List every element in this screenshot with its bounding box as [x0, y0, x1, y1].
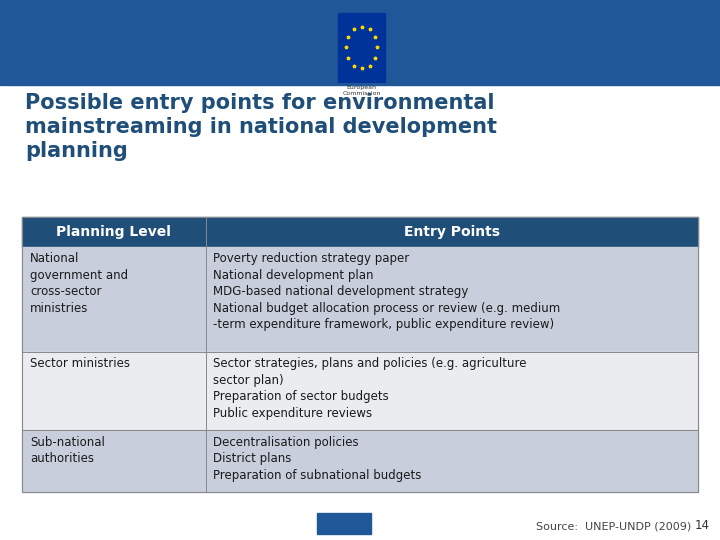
Text: 14: 14	[694, 519, 709, 532]
Bar	[22, 247, 206, 352]
Bar	[0, 0, 720, 85]
Text: National
government and
cross-sector
ministries: National government and cross-sector min…	[30, 252, 128, 315]
Text: Planning Level: Planning Level	[56, 225, 171, 239]
Bar	[22, 430, 206, 492]
Bar	[22, 217, 698, 492]
Bar	[317, 513, 371, 534]
Text: Possible entry points for environmental
mainstreaming in national development
pl: Possible entry points for environmental …	[25, 93, 498, 161]
Bar	[206, 217, 698, 247]
Text: Source:  UNEP-UNDP (2009): Source: UNEP-UNDP (2009)	[536, 522, 691, 532]
Bar	[206, 430, 698, 492]
Text: European
Commission: European Commission	[343, 85, 381, 96]
Bar	[338, 12, 385, 82]
Bar	[22, 352, 206, 430]
Bar	[206, 247, 698, 352]
Bar	[22, 217, 206, 247]
Text: Sector strategies, plans and policies (e.g. agriculture
sector plan)
Preparation: Sector strategies, plans and policies (e…	[213, 357, 526, 420]
Text: Sub-national
authorities: Sub-national authorities	[30, 436, 105, 465]
Text: Decentralisation policies
District plans
Preparation of subnational budgets: Decentralisation policies District plans…	[213, 436, 421, 482]
Text: Entry Points: Entry Points	[404, 225, 500, 239]
Bar	[206, 352, 698, 430]
Text: Sector ministries: Sector ministries	[30, 357, 130, 370]
Text: Poverty reduction strategy paper
National development plan
MDG-based national de: Poverty reduction strategy paper Nationa…	[213, 252, 560, 331]
